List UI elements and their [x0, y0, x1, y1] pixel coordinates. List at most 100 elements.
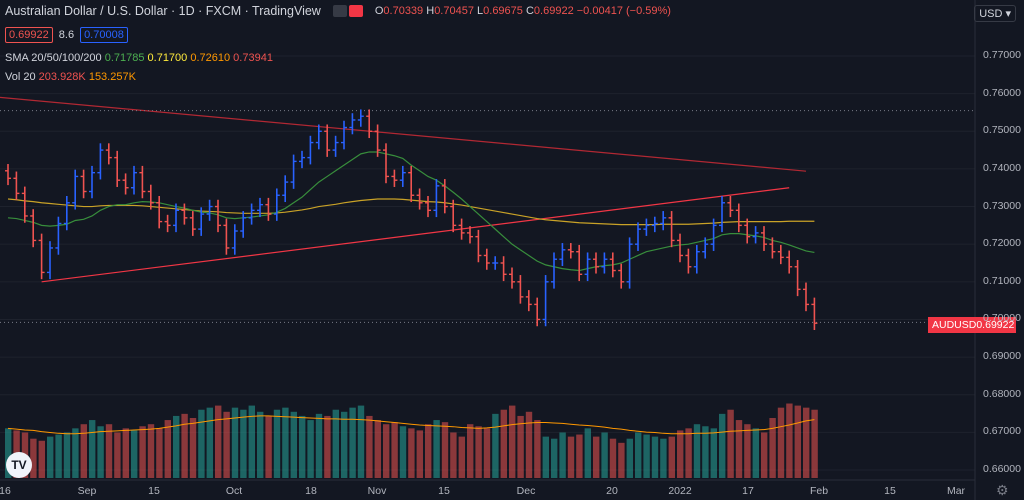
- volume-bar: [147, 424, 155, 478]
- sma-200-line: [0, 96, 807, 172]
- volume-bar: [500, 409, 507, 478]
- volume-bar: [433, 420, 440, 478]
- volume-bar: [761, 432, 768, 478]
- volume-bar: [794, 405, 801, 478]
- y-tick-label: 0.73000: [983, 199, 1021, 212]
- volume-bar: [374, 420, 381, 478]
- volume-bar: [509, 405, 516, 478]
- y-tick-label: 0.76000: [983, 86, 1021, 99]
- x-tick-label: 2022: [668, 485, 692, 497]
- last-price-tag: AUDUSD 0.69922: [928, 317, 1016, 333]
- volume-bar: [483, 428, 491, 478]
- volume-bar: [47, 436, 54, 478]
- volume-bar: [450, 432, 457, 478]
- x-tick-label: Nov: [367, 485, 387, 497]
- volume-bar: [206, 407, 213, 478]
- volume-bar: [273, 409, 281, 478]
- chart-header: Australian Dollar / U.S. Dollar · 1D · F…: [5, 4, 671, 18]
- volume-bar: [693, 424, 701, 478]
- x-tick-label: 15: [884, 485, 896, 497]
- volume-bar: [744, 424, 751, 478]
- volume-bar: [811, 409, 818, 478]
- volume-bar: [492, 413, 499, 478]
- volume-bar: [72, 428, 79, 478]
- sma-100-line: [7, 198, 815, 226]
- volume-bar: [643, 434, 650, 478]
- market-status-icon[interactable]: [332, 5, 363, 17]
- volume-bar: [181, 413, 188, 478]
- volume-bar: [315, 413, 323, 478]
- volume-bar: [786, 403, 793, 478]
- tradingview-logo[interactable]: TV: [6, 452, 32, 478]
- volume-bar: [198, 409, 205, 478]
- volume-bar: [425, 424, 432, 478]
- volume-bar: [80, 424, 87, 478]
- volume-bar: [215, 405, 222, 478]
- volume-bar: [584, 428, 591, 478]
- volume-bar: [63, 432, 71, 478]
- volume-bar: [248, 405, 255, 478]
- sma-legend[interactable]: SMA 20/50/100/200 0.71785 0.71700 0.7261…: [5, 52, 273, 64]
- volume-bar: [467, 424, 474, 478]
- volume-bar: [559, 432, 566, 478]
- volume-bar: [685, 428, 692, 478]
- volume-bar: [122, 428, 129, 478]
- sma-value-3: 0.73941: [230, 52, 273, 64]
- ohlc-values: O0.70339 H0.70457 L0.69675 C0.69922 −0.0…: [374, 5, 671, 17]
- volume-bar: [660, 438, 667, 478]
- volume-bar: [551, 438, 558, 478]
- volume-bar: [97, 426, 104, 478]
- volume-legend[interactable]: Vol 20 203.928K 153.257K: [5, 71, 136, 83]
- volume-bar: [441, 422, 449, 478]
- quote-row: 0.69922 8.6 0.70008: [5, 27, 128, 43]
- sell-button[interactable]: 0.69922: [5, 27, 53, 43]
- y-tick-label: 0.72000: [983, 237, 1021, 250]
- symbol-title[interactable]: Australian Dollar / U.S. Dollar · 1D · F…: [5, 4, 321, 18]
- volume-bar: [290, 411, 297, 478]
- volume-bar: [5, 428, 12, 478]
- volume-bar: [525, 411, 533, 478]
- volume-bar: [567, 436, 575, 478]
- x-tick-label: Sep: [77, 485, 97, 497]
- buy-button[interactable]: 0.70008: [80, 27, 128, 43]
- volume-bar: [156, 428, 163, 478]
- volume-bar: [702, 426, 709, 478]
- volume-bar: [231, 407, 239, 478]
- volume-bar: [593, 436, 600, 478]
- x-tick-label: 16: [0, 485, 11, 497]
- volume-bar: [752, 428, 759, 478]
- y-tick-label: 0.74000: [983, 161, 1021, 174]
- volume-bar: [240, 409, 247, 478]
- volume-bar: [105, 424, 113, 478]
- volume-bar: [391, 422, 398, 478]
- volume-bar: [408, 428, 415, 478]
- volume-bar: [189, 418, 197, 478]
- volume-bar: [777, 407, 785, 478]
- volume-bar: [223, 411, 230, 478]
- volume-bar: [399, 426, 407, 478]
- volume-bar: [383, 424, 390, 478]
- x-tick-label: 20: [606, 485, 618, 497]
- spread-value: 8.6: [58, 29, 75, 41]
- volume-bar: [626, 438, 633, 478]
- volume-bar: [173, 415, 180, 478]
- volume-bar: [719, 413, 726, 478]
- volume-bar: [55, 434, 62, 478]
- currency-select[interactable]: USD ▾: [974, 5, 1016, 22]
- volume-bar: [668, 436, 675, 478]
- volume-bar: [618, 442, 625, 478]
- volume-bar: [542, 436, 549, 478]
- volume-bar: [357, 405, 365, 478]
- gear-icon[interactable]: ⚙: [996, 482, 1009, 498]
- volume-bar: [710, 428, 717, 478]
- volume-bar: [576, 434, 583, 478]
- volume-bar: [30, 438, 37, 478]
- volume-bar: [265, 415, 272, 478]
- volume-bar: [366, 415, 373, 478]
- volume-bar: [38, 440, 45, 478]
- volume-bar: [601, 432, 608, 478]
- volume-bar: [803, 407, 810, 478]
- volume-bar: [735, 420, 743, 478]
- volume-bar: [635, 432, 642, 478]
